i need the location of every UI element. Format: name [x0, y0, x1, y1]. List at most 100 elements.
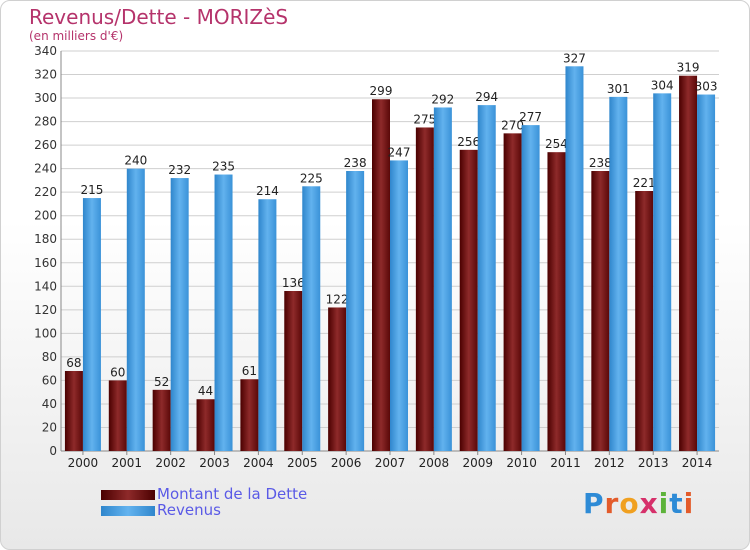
data-label: 301: [607, 82, 630, 96]
data-label: 270: [501, 118, 524, 132]
data-label: 225: [300, 171, 323, 185]
x-tick-label: 2009: [462, 456, 493, 470]
data-label: 60: [110, 365, 125, 379]
x-tick-label: 2001: [112, 456, 143, 470]
bar-debt: [679, 75, 698, 452]
data-label: 235: [212, 160, 235, 174]
x-tick-label: 2014: [682, 456, 713, 470]
bar-debt: [284, 291, 303, 451]
bar-revenue: [126, 168, 145, 451]
y-tick-label: 260: [34, 138, 57, 152]
y-tick-label: 240: [34, 162, 57, 176]
data-label: 294: [475, 90, 498, 104]
y-tick-label: 40: [42, 397, 57, 411]
bar-debt: [196, 399, 215, 451]
logo-letter: x: [639, 487, 659, 520]
data-label: 214: [256, 184, 279, 198]
x-tick-label: 2013: [638, 456, 669, 470]
bar-debt: [635, 191, 654, 451]
bar-debt: [152, 389, 171, 451]
data-label: 44: [198, 384, 213, 398]
y-tick-label: 220: [34, 185, 57, 199]
chart-title: Revenus/Dette - MORIZèS: [29, 5, 289, 29]
legend-swatch-debt: [101, 490, 155, 500]
x-tick-label: 2008: [419, 456, 450, 470]
bar-revenue: [653, 93, 672, 452]
bar-revenue: [302, 186, 321, 451]
data-label: 303: [695, 80, 718, 94]
x-tick-label: 2000: [68, 456, 99, 470]
data-label: 215: [80, 183, 103, 197]
y-tick-label: 20: [42, 420, 57, 434]
y-tick-label: 320: [34, 68, 57, 82]
legend-label-debt: Montant de la Dette: [157, 485, 308, 503]
data-label: 277: [519, 110, 542, 124]
bar-revenue: [214, 174, 233, 451]
data-label: 299: [370, 84, 393, 98]
bar-revenue: [565, 66, 584, 451]
y-tick-label: 120: [34, 303, 57, 317]
bar-debt: [108, 380, 127, 451]
chart-subtitle: (en milliers d'€): [29, 29, 124, 43]
x-tick-label: 2011: [550, 456, 581, 470]
data-label: 292: [431, 92, 454, 106]
data-label: 240: [124, 154, 147, 168]
bar-debt: [503, 133, 522, 451]
y-tick-label: 180: [34, 232, 57, 246]
logo-letter: o: [619, 487, 640, 520]
y-tick-label: 200: [34, 209, 57, 223]
data-label: 238: [589, 156, 612, 170]
y-tick-label: 160: [34, 256, 57, 270]
bar-revenue: [170, 178, 189, 451]
bar-revenue: [82, 198, 101, 451]
bar-revenue: [609, 96, 628, 451]
y-tick-label: 340: [34, 44, 57, 58]
x-tick-label: 2010: [506, 456, 537, 470]
data-label: 238: [344, 156, 367, 170]
x-tick-label: 2012: [594, 456, 625, 470]
legend-label-revenue: Revenus: [157, 501, 221, 519]
legend-swatch-revenue: [101, 506, 155, 516]
x-tick-label: 2003: [199, 456, 230, 470]
bar-revenue: [521, 125, 540, 451]
bar-debt: [591, 171, 610, 451]
bar-revenue: [697, 94, 716, 451]
data-label: 122: [326, 292, 349, 306]
x-tick-label: 2004: [243, 456, 274, 470]
bar-revenue: [346, 171, 365, 451]
bar-revenue: [390, 160, 408, 452]
x-tick-label: 2006: [331, 456, 362, 470]
data-label: 254: [545, 137, 568, 151]
bar-debt: [328, 307, 347, 451]
data-label: 256: [457, 135, 480, 149]
y-tick-label: 60: [42, 373, 57, 387]
x-tick-label: 2002: [155, 456, 186, 470]
bar-debt: [547, 152, 566, 452]
y-tick-label: 100: [34, 326, 57, 340]
y-tick-label: 280: [34, 115, 57, 129]
y-tick-label: 80: [42, 350, 57, 364]
x-tick-label: 2005: [287, 456, 318, 470]
bar-debt: [415, 127, 434, 452]
bar-debt: [372, 99, 390, 451]
data-label: 136: [282, 276, 305, 290]
y-tick-label: 300: [34, 91, 57, 105]
data-label: 327: [563, 51, 586, 65]
bar-debt: [459, 149, 478, 451]
logo-letter: r: [604, 487, 620, 520]
y-tick-label: 140: [34, 279, 57, 293]
data-label: 68: [66, 356, 81, 370]
bar-debt: [240, 379, 259, 451]
proxiti-logo: Proxiti: [583, 487, 694, 520]
logo-letter: t: [669, 487, 684, 520]
x-tick-label: 2007: [375, 456, 406, 470]
data-label: 247: [388, 145, 411, 159]
data-label: 61: [242, 364, 257, 378]
data-label: 275: [413, 112, 436, 126]
bar-debt: [64, 371, 83, 451]
bar-revenue: [433, 107, 452, 452]
bar-revenue: [258, 199, 277, 451]
data-label: 52: [154, 375, 169, 389]
logo-letter: i: [683, 487, 695, 520]
